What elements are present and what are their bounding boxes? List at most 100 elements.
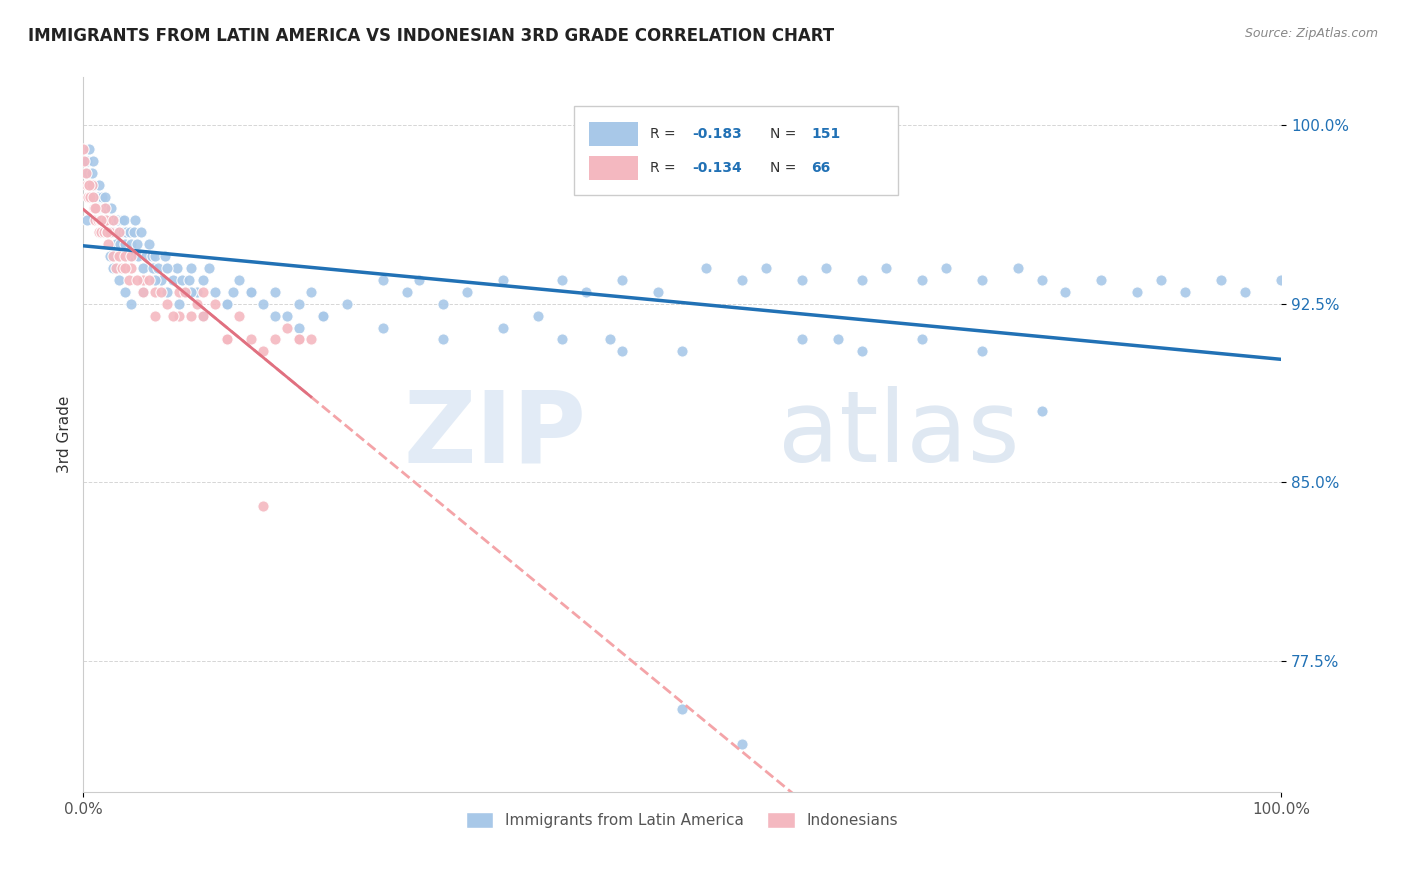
Point: [84, 202, 107, 216]
Point: [97, 225, 120, 239]
Point: [79, 189, 101, 203]
Point: [110, 237, 132, 252]
Point: [204, 296, 226, 310]
Point: [118, 225, 141, 239]
Point: [167, 296, 190, 310]
Point: [1211, 273, 1233, 287]
Point: [228, 273, 250, 287]
Point: [94, 202, 117, 216]
Point: [114, 237, 136, 252]
Point: [108, 225, 131, 239]
Point: [204, 285, 226, 299]
Point: [252, 296, 274, 310]
Point: [731, 273, 754, 287]
Point: [276, 320, 298, 334]
Point: [215, 296, 238, 310]
Point: [96, 225, 118, 239]
Point: [79, 178, 101, 192]
Point: [103, 225, 125, 239]
Point: [143, 273, 166, 287]
Point: [911, 273, 934, 287]
Point: [264, 333, 287, 347]
Point: [153, 249, 176, 263]
Point: [86, 202, 108, 216]
Point: [80, 178, 103, 192]
Point: [82, 189, 104, 203]
Point: [252, 499, 274, 513]
Point: [98, 249, 121, 263]
Point: [97, 237, 120, 252]
Point: [124, 213, 146, 227]
Point: [240, 285, 263, 299]
Point: [143, 285, 166, 299]
Point: [77, 178, 100, 192]
Point: [83, 178, 105, 192]
Point: [174, 285, 197, 299]
Text: Source: ZipAtlas.com: Source: ZipAtlas.com: [1244, 27, 1378, 40]
Point: [94, 189, 117, 203]
Point: [970, 273, 993, 287]
Point: [336, 296, 359, 310]
Point: [132, 285, 155, 299]
Point: [143, 309, 166, 323]
Point: [408, 273, 430, 287]
Point: [264, 309, 287, 323]
Point: [755, 260, 778, 275]
Point: [122, 225, 145, 239]
Point: [120, 237, 142, 252]
Point: [180, 260, 202, 275]
Point: [371, 320, 394, 334]
Point: [91, 189, 114, 203]
Point: [76, 213, 98, 227]
Point: [118, 273, 141, 287]
Point: [77, 178, 100, 192]
Point: [288, 333, 311, 347]
Point: [96, 225, 118, 239]
Point: [103, 213, 125, 227]
Point: [1150, 273, 1173, 287]
Point: [276, 309, 298, 323]
Point: [111, 213, 134, 227]
Point: [198, 260, 221, 275]
Point: [111, 225, 134, 239]
Point: [612, 344, 634, 359]
Point: [129, 225, 152, 239]
Point: [127, 249, 149, 263]
Point: [118, 249, 141, 263]
Point: [120, 260, 142, 275]
Point: [90, 225, 112, 239]
Point: [103, 260, 125, 275]
Point: [132, 273, 155, 287]
Text: 66: 66: [811, 161, 831, 175]
Text: atlas: atlas: [778, 386, 1019, 483]
Point: [191, 309, 214, 323]
Point: [90, 213, 112, 227]
Point: [108, 225, 131, 239]
Point: [551, 333, 574, 347]
Point: [156, 296, 179, 310]
Point: [94, 202, 117, 216]
Point: [162, 273, 184, 287]
Point: [146, 260, 169, 275]
Point: [1234, 285, 1257, 299]
Point: [575, 285, 598, 299]
Point: [77, 189, 100, 203]
Point: [167, 285, 190, 299]
Point: [371, 273, 394, 287]
Point: [150, 273, 173, 287]
Point: [191, 285, 214, 299]
Point: [1031, 273, 1053, 287]
Point: [77, 166, 100, 180]
Point: [138, 237, 160, 252]
Point: [312, 309, 335, 323]
Point: [162, 309, 184, 323]
Point: [180, 309, 202, 323]
Point: [138, 273, 160, 287]
Point: [731, 737, 754, 751]
Point: [77, 178, 100, 192]
Point: [671, 701, 693, 715]
Point: [86, 213, 108, 227]
Point: [166, 260, 188, 275]
Point: [98, 225, 121, 239]
Point: [851, 344, 873, 359]
